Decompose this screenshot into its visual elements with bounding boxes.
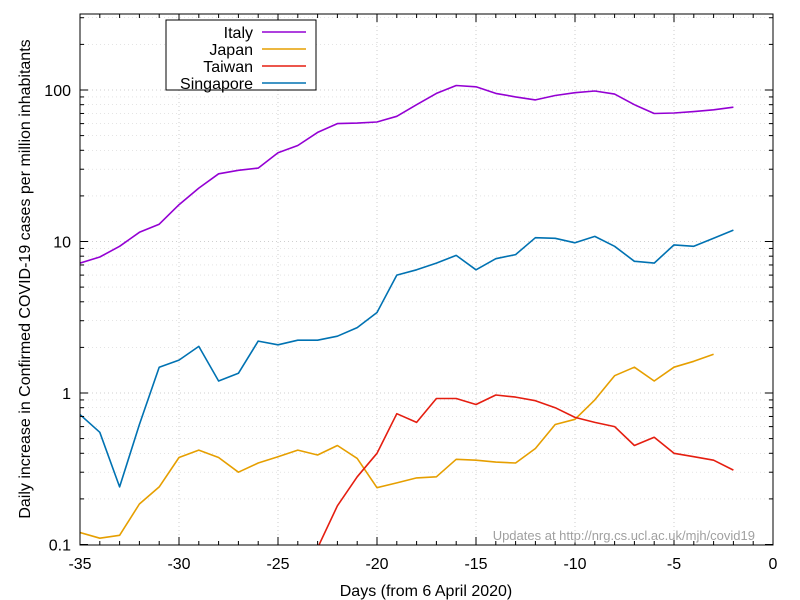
x-tick-label: -5: [667, 556, 681, 573]
x-tick-labels: -35 -30 -25 -20 -15 -10 -5 0: [68, 556, 777, 573]
x-tick-label: -35: [68, 556, 91, 573]
series-line-japan: [80, 353, 714, 540]
legend-label-singapore: Singapore: [180, 76, 253, 93]
x-tick-label: -30: [167, 556, 190, 573]
plot-frame: [79, 13, 774, 546]
legend-label-italy: Italy: [224, 25, 253, 42]
x-tick-label: -25: [266, 556, 289, 573]
series-line-italy: [80, 84, 734, 264]
axis-ticks: [79, 14, 774, 545]
updates-annotation: Updates at http://nrg.cs.ucl.ac.uk/mjh/c…: [493, 528, 755, 543]
x-tick-label: -10: [563, 556, 586, 573]
y-tick-label: 0.1: [49, 538, 71, 555]
series-line-singapore: [80, 229, 734, 488]
grid-lines: [80, 14, 773, 545]
y-tick-labels: 0.1 1 10 100: [44, 83, 71, 555]
x-tick-label: -20: [365, 556, 388, 573]
x-tick-label: 0: [769, 556, 778, 573]
series-lines: [80, 84, 734, 545]
y-axis-title: Daily increase in Confirmed COVID-19 cas…: [17, 39, 34, 518]
x-axis-title: Days (from 6 April 2020): [340, 583, 513, 600]
x-tick-label: -15: [464, 556, 487, 573]
legend-label-japan: Japan: [209, 42, 253, 59]
series-line-taiwan: [318, 394, 734, 545]
y-tick-label: 100: [44, 83, 71, 100]
legend-label-taiwan: Taiwan: [203, 59, 253, 76]
y-tick-label: 1: [62, 386, 71, 403]
y-tick-label: 10: [53, 235, 71, 252]
